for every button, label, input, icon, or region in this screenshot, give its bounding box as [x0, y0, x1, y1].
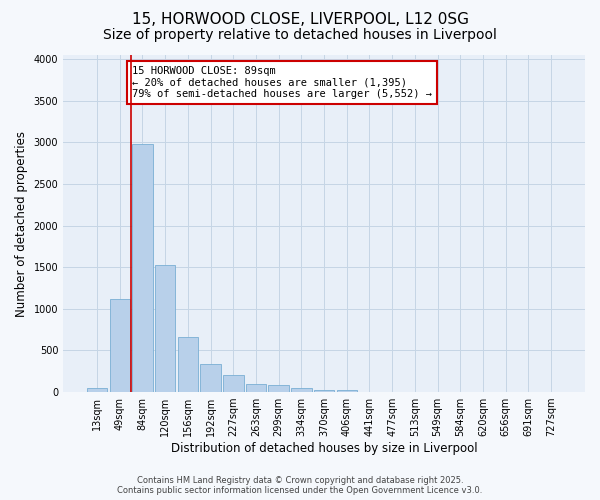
- Bar: [110, 299, 130, 392]
- Bar: [178, 337, 198, 392]
- Text: Contains HM Land Registry data © Crown copyright and database right 2025.
Contai: Contains HM Land Registry data © Crown c…: [118, 476, 482, 495]
- Text: Size of property relative to detached houses in Liverpool: Size of property relative to detached ho…: [103, 28, 497, 42]
- Bar: [200, 364, 221, 392]
- Text: 15 HORWOOD CLOSE: 89sqm
← 20% of detached houses are smaller (1,395)
79% of semi: 15 HORWOOD CLOSE: 89sqm ← 20% of detache…: [132, 66, 432, 99]
- Text: 15, HORWOOD CLOSE, LIVERPOOL, L12 0SG: 15, HORWOOD CLOSE, LIVERPOOL, L12 0SG: [131, 12, 469, 28]
- X-axis label: Distribution of detached houses by size in Liverpool: Distribution of detached houses by size …: [171, 442, 478, 455]
- Bar: [87, 388, 107, 392]
- Bar: [132, 144, 153, 392]
- Bar: [291, 388, 311, 392]
- Bar: [314, 390, 334, 392]
- Bar: [268, 384, 289, 392]
- Bar: [337, 390, 357, 392]
- Bar: [223, 374, 244, 392]
- Bar: [246, 384, 266, 392]
- Bar: [155, 264, 175, 392]
- Y-axis label: Number of detached properties: Number of detached properties: [15, 130, 28, 316]
